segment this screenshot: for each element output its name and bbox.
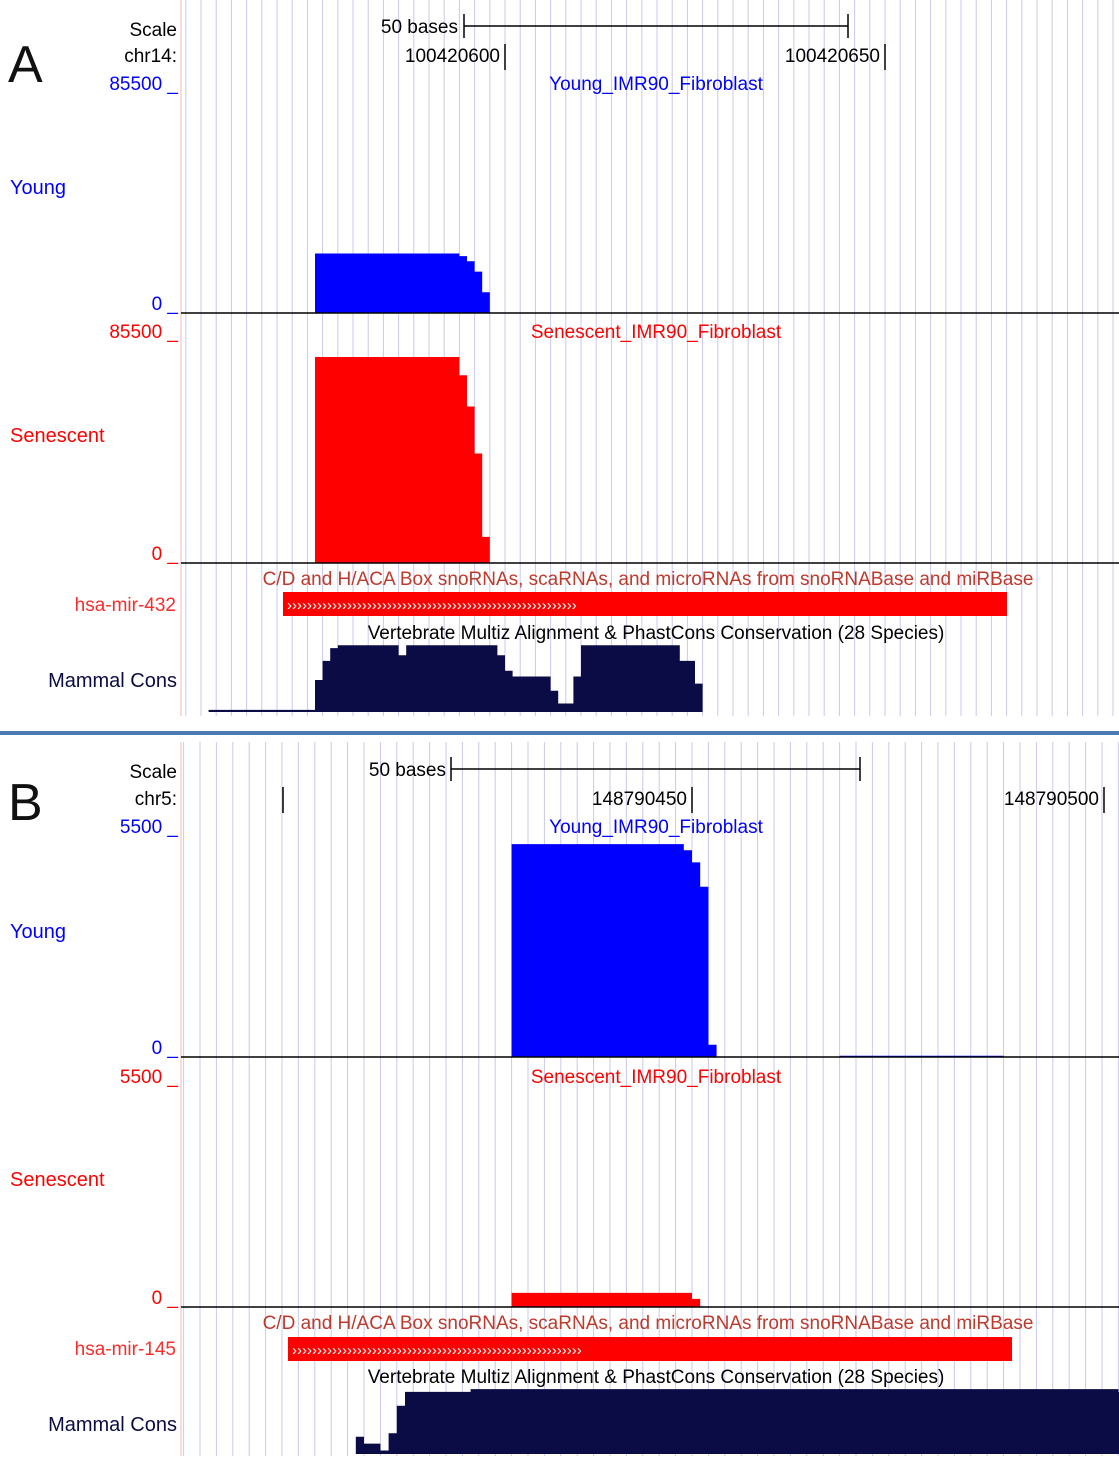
senescent-track-title: Senescent_IMR90_Fibroblast bbox=[531, 1067, 782, 1088]
senescent-zero-label: 0 _ bbox=[152, 544, 179, 565]
gene-bar bbox=[283, 592, 1007, 616]
young-track-title: Young_IMR90_Fibroblast bbox=[549, 74, 763, 95]
position-label-2: 148790500 bbox=[1004, 789, 1099, 810]
gene-strand-arrows: ››››››››››››››››››››››››››››››››››››››››… bbox=[287, 597, 577, 614]
scale-label: Scale bbox=[129, 762, 177, 783]
panel-b: B Scale 50 bases chr5: 148790450 1487905… bbox=[0, 742, 1119, 1456]
gene-strand-arrows: ››››››››››››››››››››››››››››››››››››››››… bbox=[292, 1342, 582, 1359]
panel-a-chart: A Scale 50 bases chr14: 100420600 100420… bbox=[8, 0, 1119, 716]
gene-bar bbox=[288, 1337, 1012, 1361]
scale-label: Scale bbox=[129, 20, 177, 41]
young-max-label: 85500 _ bbox=[109, 74, 178, 95]
senescent-track-label: Senescent bbox=[10, 1169, 105, 1191]
scale-bar bbox=[463, 14, 849, 38]
young-track-title: Young_IMR90_Fibroblast bbox=[549, 817, 763, 838]
gene-label: hsa-mir-145 bbox=[75, 1339, 176, 1360]
panel-a: A Scale 50 bases chr14: 100420600 100420… bbox=[0, 0, 1119, 716]
young-zero-label: 0 _ bbox=[152, 294, 179, 315]
scale-bar bbox=[450, 757, 861, 781]
snorna-track-title: C/D and H/ACA Box snoRNAs, scaRNAs, and … bbox=[263, 569, 1034, 590]
senescent-signal-area bbox=[503, 1292, 701, 1307]
cons-track-title: Vertebrate Multiz Alignment & PhastCons … bbox=[368, 623, 945, 644]
position-label-1: 100420600 bbox=[405, 46, 500, 67]
cons-track-label: Mammal Cons bbox=[48, 670, 177, 692]
senescent-max-label: 5500 _ bbox=[120, 1067, 179, 1088]
position-label-1: 148790450 bbox=[592, 789, 687, 810]
scale-bar-text: 50 bases bbox=[381, 17, 458, 38]
young-signal-area bbox=[307, 253, 490, 313]
young-max-label: 5500 _ bbox=[120, 817, 179, 838]
chrom-label: chr5: bbox=[135, 789, 177, 810]
chrom-label: chr14: bbox=[124, 46, 177, 67]
scale-bar-text: 50 bases bbox=[369, 760, 446, 781]
cons-track-title: Vertebrate Multiz Alignment & PhastCons … bbox=[368, 1367, 945, 1388]
gene-label: hsa-mir-432 bbox=[75, 595, 176, 616]
senescent-zero-label: 0 _ bbox=[152, 1288, 179, 1309]
senescent-signal-area bbox=[307, 357, 490, 563]
panel-letter: B bbox=[8, 774, 43, 832]
senescent-max-label: 85500 _ bbox=[109, 322, 178, 343]
young-track-label: Young bbox=[10, 921, 66, 943]
young-signal-area bbox=[503, 844, 1004, 1057]
panel-divider bbox=[0, 731, 1119, 735]
cons-track-label: Mammal Cons bbox=[48, 1414, 177, 1436]
senescent-track-label: Senescent bbox=[10, 425, 105, 447]
young-track-label: Young bbox=[10, 177, 66, 199]
senescent-track-title: Senescent_IMR90_Fibroblast bbox=[531, 322, 782, 343]
cons-signal-area bbox=[355, 1389, 1119, 1454]
snorna-track-title: C/D and H/ACA Box snoRNAs, scaRNAs, and … bbox=[263, 1313, 1034, 1334]
young-zero-label: 0 _ bbox=[152, 1038, 179, 1059]
panel-b-chart: B Scale 50 bases chr5: 148790450 1487905… bbox=[8, 742, 1119, 1456]
position-label-2: 100420650 bbox=[785, 46, 880, 67]
cons-signal-area bbox=[208, 645, 703, 712]
panel-letter: A bbox=[8, 36, 43, 94]
